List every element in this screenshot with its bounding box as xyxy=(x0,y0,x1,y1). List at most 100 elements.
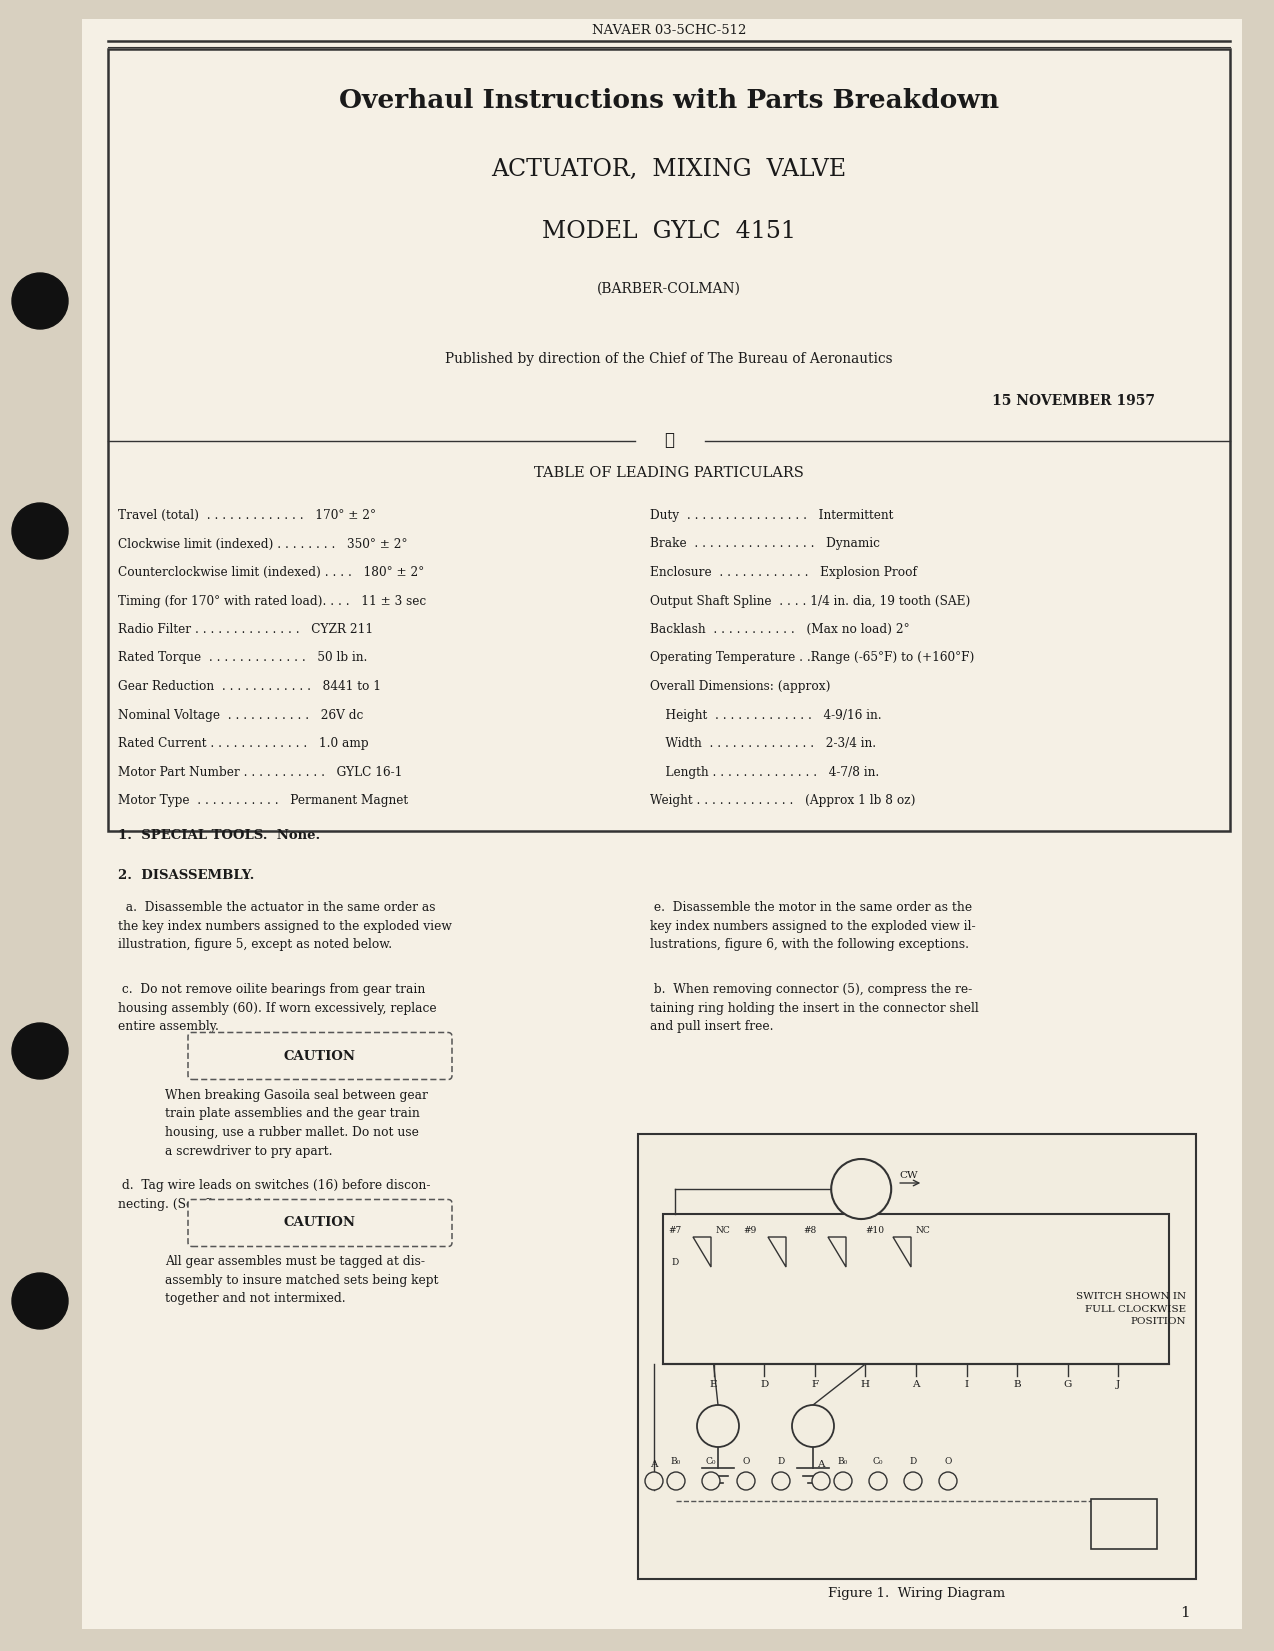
Text: Enclosure  . . . . . . . . . . . .   Explosion Proof: Enclosure . . . . . . . . . . . . Explos… xyxy=(650,566,917,580)
Bar xyxy=(638,1134,1196,1578)
Text: b.  When removing connector (5), compress the re-
taining ring holding the inser: b. When removing connector (5), compress… xyxy=(650,982,978,1034)
Text: Overhaul Instructions with Parts Breakdown: Overhaul Instructions with Parts Breakdo… xyxy=(339,89,999,114)
Text: A: A xyxy=(650,1459,657,1468)
Text: Brake  . . . . . . . . . . . . . . . .   Dynamic: Brake . . . . . . . . . . . . . . . . Dy… xyxy=(650,538,880,550)
Text: R: R xyxy=(713,1420,724,1433)
Text: E: E xyxy=(710,1380,717,1388)
Polygon shape xyxy=(693,1237,711,1266)
Bar xyxy=(108,50,1229,830)
Text: ★: ★ xyxy=(664,433,674,449)
Text: D: D xyxy=(761,1380,768,1388)
Text: C₀: C₀ xyxy=(873,1456,883,1466)
Circle shape xyxy=(905,1473,922,1489)
Bar xyxy=(662,1213,1170,1364)
Text: C₀: C₀ xyxy=(706,1456,716,1466)
Text: Motor Part Number . . . . . . . . . . .   GYLC 16-1: Motor Part Number . . . . . . . . . . . … xyxy=(118,766,403,779)
Text: c.  Do not remove oilite bearings from gear train
housing assembly (60). If worn: c. Do not remove oilite bearings from ge… xyxy=(118,982,437,1034)
Text: I: I xyxy=(964,1380,968,1388)
Text: CAUTION: CAUTION xyxy=(284,1050,355,1063)
Text: G: G xyxy=(1064,1380,1071,1388)
Text: NC: NC xyxy=(716,1225,730,1235)
Text: 15 NOVEMBER 1957: 15 NOVEMBER 1957 xyxy=(992,395,1156,408)
Text: #10: #10 xyxy=(865,1225,884,1235)
Circle shape xyxy=(668,1473,685,1489)
Text: Published by direction of the Chief of The Bureau of Aeronautics: Published by direction of the Chief of T… xyxy=(445,352,893,367)
Text: 1.  SPECIAL TOOLS.  None.: 1. SPECIAL TOOLS. None. xyxy=(118,829,320,842)
Circle shape xyxy=(11,1273,68,1329)
Text: Nominal Voltage  . . . . . . . . . . .   26V dc: Nominal Voltage . . . . . . . . . . . 26… xyxy=(118,708,363,721)
Text: Gear Reduction  . . . . . . . . . . . .   8441 to 1: Gear Reduction . . . . . . . . . . . . 8… xyxy=(118,680,381,693)
Text: Travel (total)  . . . . . . . . . . . . .   170° ± 2°: Travel (total) . . . . . . . . . . . . .… xyxy=(118,509,376,522)
Text: F: F xyxy=(812,1380,818,1388)
FancyBboxPatch shape xyxy=(189,1032,452,1080)
Text: #8: #8 xyxy=(804,1225,817,1235)
Text: D: D xyxy=(671,1258,679,1266)
Text: B₀: B₀ xyxy=(838,1456,848,1466)
Text: A: A xyxy=(912,1380,920,1388)
Circle shape xyxy=(11,272,68,329)
Circle shape xyxy=(869,1473,887,1489)
Text: Backlash  . . . . . . . . . . .   (Max no load) 2°: Backlash . . . . . . . . . . . (Max no l… xyxy=(650,622,910,636)
Text: Figure 1.  Wiring Diagram: Figure 1. Wiring Diagram xyxy=(828,1587,1005,1600)
Text: TABLE OF LEADING PARTICULARS: TABLE OF LEADING PARTICULARS xyxy=(534,466,804,480)
Text: NC: NC xyxy=(916,1225,930,1235)
Circle shape xyxy=(702,1473,720,1489)
Text: A: A xyxy=(817,1459,824,1468)
Circle shape xyxy=(812,1473,829,1489)
Text: O: O xyxy=(743,1456,749,1466)
Text: CW: CW xyxy=(899,1171,917,1179)
Text: Rated Torque  . . . . . . . . . . . . .   50 lb in.: Rated Torque . . . . . . . . . . . . . 5… xyxy=(118,652,367,664)
Text: D: D xyxy=(910,1456,916,1466)
Polygon shape xyxy=(893,1237,911,1266)
Text: (BARBER-COLMAN): (BARBER-COLMAN) xyxy=(598,282,741,296)
Circle shape xyxy=(697,1405,739,1446)
Text: +: + xyxy=(1116,1516,1131,1534)
Polygon shape xyxy=(768,1237,786,1266)
Text: D: D xyxy=(777,1456,785,1466)
Text: NAVAER 03-5CHC-512: NAVAER 03-5CHC-512 xyxy=(592,25,747,36)
Text: All gear assembles must be tagged at dis-
assembly to insure matched sets being : All gear assembles must be tagged at dis… xyxy=(166,1255,438,1304)
FancyBboxPatch shape xyxy=(189,1200,452,1247)
Circle shape xyxy=(792,1405,834,1446)
Circle shape xyxy=(772,1473,790,1489)
Text: #9: #9 xyxy=(743,1225,757,1235)
Text: Length . . . . . . . . . . . . . .   4-7/8 in.: Length . . . . . . . . . . . . . . 4-7/8… xyxy=(650,766,879,779)
Circle shape xyxy=(831,1159,892,1218)
Text: e.  Disassemble the motor in the same order as the
key index numbers assigned to: e. Disassemble the motor in the same ord… xyxy=(650,901,976,951)
Text: Duty  . . . . . . . . . . . . . . . .   Intermittent: Duty . . . . . . . . . . . . . . . . Int… xyxy=(650,509,893,522)
Text: Width  . . . . . . . . . . . . . .   2-3/4 in.: Width . . . . . . . . . . . . . . 2-3/4 … xyxy=(650,736,877,750)
Text: a.  Disassemble the actuator in the same order as
the key index numbers assigned: a. Disassemble the actuator in the same … xyxy=(118,901,452,951)
Text: B₀: B₀ xyxy=(671,1456,682,1466)
Polygon shape xyxy=(828,1237,846,1266)
Text: Output Shaft Spline  . . . . 1/4 in. dia, 19 tooth (SAE): Output Shaft Spline . . . . 1/4 in. dia,… xyxy=(650,594,971,608)
Text: Counterclockwise limit (indexed) . . . .   180° ± 2°: Counterclockwise limit (indexed) . . . .… xyxy=(118,566,424,580)
Text: Clockwise limit (indexed) . . . . . . . .   350° ± 2°: Clockwise limit (indexed) . . . . . . . … xyxy=(118,538,408,550)
Circle shape xyxy=(736,1473,755,1489)
Text: H: H xyxy=(861,1380,870,1388)
Circle shape xyxy=(11,504,68,560)
Text: B: B xyxy=(1013,1380,1020,1388)
Text: Radio Filter . . . . . . . . . . . . . .   CYZR 211: Radio Filter . . . . . . . . . . . . . .… xyxy=(118,622,373,636)
Text: G: G xyxy=(808,1420,818,1433)
Text: J: J xyxy=(1116,1380,1121,1388)
Text: O: O xyxy=(944,1456,952,1466)
Text: Timing (for 170° with rated load). . . .   11 ± 3 sec: Timing (for 170° with rated load). . . .… xyxy=(118,594,427,608)
Text: 2.  DISASSEMBLY.: 2. DISASSEMBLY. xyxy=(118,868,255,882)
Text: Motor Type  . . . . . . . . . . .   Permanent Magnet: Motor Type . . . . . . . . . . . Permane… xyxy=(118,794,408,807)
Text: Overall Dimensions: (approx): Overall Dimensions: (approx) xyxy=(650,680,831,693)
Text: When breaking Gasoila seal between gear
train plate assemblies and the gear trai: When breaking Gasoila seal between gear … xyxy=(166,1090,428,1157)
Text: MODEL  GYLC  4151: MODEL GYLC 4151 xyxy=(541,220,796,243)
Circle shape xyxy=(645,1473,662,1489)
Text: SWITCH SHOWN IN
FULL CLOCKWISE
POSITION: SWITCH SHOWN IN FULL CLOCKWISE POSITION xyxy=(1075,1293,1186,1326)
Text: d.  Tag wire leads on switches (16) before discon-
necting. (See figure 1.): d. Tag wire leads on switches (16) befor… xyxy=(118,1179,431,1210)
Circle shape xyxy=(11,1024,68,1080)
Text: ACTUATOR,  MIXING  VALVE: ACTUATOR, MIXING VALVE xyxy=(492,157,846,180)
Bar xyxy=(1091,1499,1157,1549)
Text: Weight . . . . . . . . . . . . .   (Approx 1 lb 8 oz): Weight . . . . . . . . . . . . . (Approx… xyxy=(650,794,916,807)
Text: Height  . . . . . . . . . . . . .   4-9/16 in.: Height . . . . . . . . . . . . . 4-9/16 … xyxy=(650,708,882,721)
Text: CAUTION: CAUTION xyxy=(284,1217,355,1230)
Text: Operating Temperature . .Range (-65°F) to (+160°F): Operating Temperature . .Range (-65°F) t… xyxy=(650,652,975,664)
Text: Rated Current . . . . . . . . . . . . .   1.0 amp: Rated Current . . . . . . . . . . . . . … xyxy=(118,736,368,750)
Text: #7: #7 xyxy=(669,1225,682,1235)
Circle shape xyxy=(834,1473,852,1489)
